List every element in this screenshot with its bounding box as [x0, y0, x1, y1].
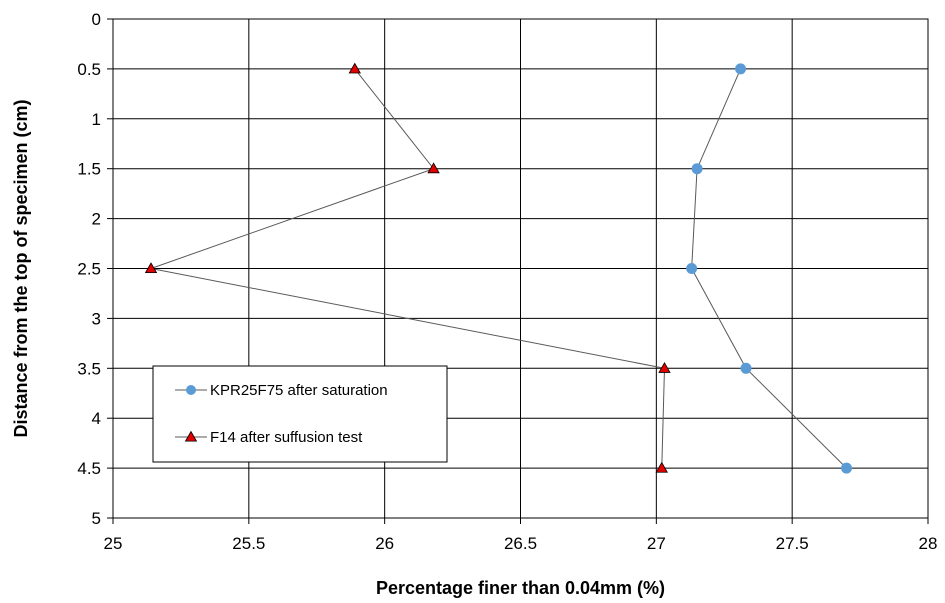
point-kpr25f75	[691, 163, 703, 175]
y-axis-title: Distance from the top of specimen (cm)	[11, 99, 31, 437]
point-kpr25f75	[686, 263, 698, 274]
legend-label-f14: F14 after suffusion test	[210, 429, 363, 446]
x-tick-label: 26.5	[504, 534, 537, 553]
y-tick-label: 5	[92, 509, 101, 528]
legend-marker-f14	[184, 430, 198, 442]
y-axis-ticks: 0 0.5 1 1.5 2 2.5 3 3.5 4 4.5 5	[77, 10, 113, 528]
x-axis-title: Percentage finer than 0.04mm (%)	[376, 578, 665, 598]
y-tick-label: 0	[92, 10, 101, 29]
legend-label-kpr25f75: KPR25F75 after saturation	[210, 382, 388, 399]
x-tick-label: 27	[647, 534, 666, 553]
point-f14	[655, 461, 668, 473]
point-f14	[658, 361, 671, 373]
legend-box	[152, 365, 448, 463]
x-tick-label: 26	[375, 534, 394, 553]
y-tick-label: 2.5	[77, 260, 101, 279]
x-axis-ticks: 25 25.5 26 26.5 27 27.5 28	[104, 518, 938, 553]
series-kpr25f75	[686, 63, 852, 474]
series-f14	[144, 62, 671, 473]
y-tick-label: 4.5	[77, 459, 101, 478]
y-tick-label: 3	[92, 309, 101, 328]
point-kpr25f75	[740, 362, 752, 374]
legend: KPR25F75 after saturation F14 after suff…	[152, 365, 448, 463]
x-tick-label: 27.5	[776, 534, 809, 553]
x-tick-label: 28	[919, 534, 938, 553]
x-tick-label: 25.5	[232, 534, 265, 553]
series-group	[144, 62, 852, 474]
legend-marker-kpr25f75	[186, 385, 196, 395]
y-tick-label: 2	[92, 210, 101, 229]
y-tick-label: 4	[92, 409, 101, 428]
x-tick-label: 25	[104, 534, 123, 553]
point-f14	[348, 62, 361, 74]
point-kpr25f75	[735, 63, 747, 75]
point-kpr25f75	[841, 462, 852, 474]
y-tick-label: 1.5	[77, 160, 101, 179]
y-tick-label: 3.5	[77, 359, 101, 378]
point-f14	[427, 162, 440, 174]
y-tick-label: 1	[92, 110, 101, 129]
point-f14	[144, 262, 158, 274]
y-tick-label: 0.5	[77, 60, 101, 79]
